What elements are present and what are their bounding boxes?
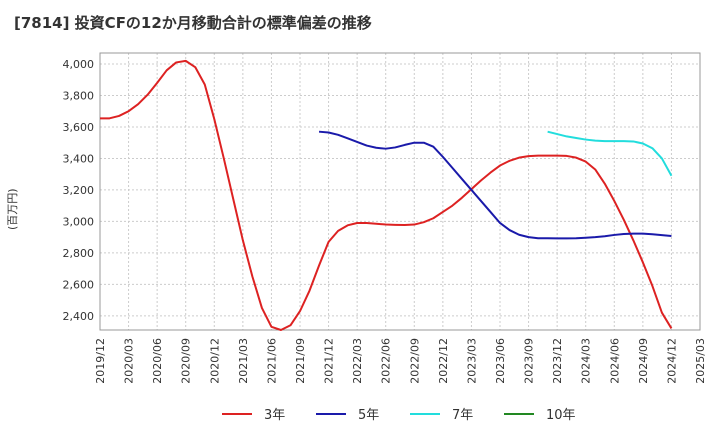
series-lines <box>100 59 673 331</box>
x-tick-label: 2022/12 <box>437 338 450 384</box>
series-line-7年 <box>547 130 673 177</box>
y-tick-label: 3,000 <box>63 215 95 228</box>
x-tick-label: 2020/06 <box>151 338 164 384</box>
legend: 3年 5年 7年 10年 <box>222 408 576 423</box>
x-tick-label: 2020/03 <box>123 338 136 384</box>
plot-border <box>99 52 701 331</box>
x-tick-label: 2023/09 <box>523 338 536 384</box>
y-tick-label: 3,600 <box>63 121 95 134</box>
x-axis: 2019/12 2020/03 2020/06 2020/09 2020/12 2021/… <box>94 338 707 384</box>
y-tick-label: 3,200 <box>63 184 95 197</box>
y-tick-label: 2,800 <box>63 247 95 260</box>
y-tick-label: 2,600 <box>63 278 95 291</box>
x-tick-label: 2025/03 <box>694 338 707 384</box>
x-tick-label: 2021/12 <box>323 338 336 384</box>
legend-label: 10年 <box>546 408 576 423</box>
chart-title: [7814] 投資CFの12か月移動合計の標準偏差の推移 <box>14 14 372 32</box>
x-tick-label: 2023/03 <box>465 338 478 384</box>
series-line-5年 <box>318 130 672 240</box>
legend-label: 7年 <box>452 408 473 423</box>
x-tick-label: 2022/06 <box>380 338 393 384</box>
series-line-3年 <box>100 59 673 331</box>
x-tick-label: 2021/03 <box>237 338 250 384</box>
x-tick-label: 2021/09 <box>294 338 307 384</box>
x-tick-label: 2024/06 <box>608 338 621 384</box>
x-tick-label: 2022/03 <box>351 338 364 384</box>
x-tick-label: 2023/06 <box>494 338 507 384</box>
x-tick-label: 2023/12 <box>551 338 564 384</box>
y-tick-label: 3,800 <box>63 89 95 102</box>
x-tick-label: 2019/12 <box>94 338 107 384</box>
x-tick-label: 2024/03 <box>580 338 593 384</box>
x-tick-label: 2024/12 <box>665 338 678 384</box>
legend-label: 5年 <box>358 408 379 423</box>
y-tick-label: 2,400 <box>63 310 95 323</box>
y-tick-label: 3,400 <box>63 152 95 165</box>
legend-label: 3年 <box>264 408 285 423</box>
y-axis: 2,400 2,600 2,800 3,000 3,200 3,400 3,600 3,800… <box>63 58 95 323</box>
plot-area <box>99 52 701 331</box>
x-tick-label: 2020/09 <box>180 338 193 384</box>
x-tick-label: 2021/06 <box>265 338 278 384</box>
x-tick-label: 2024/09 <box>637 338 650 384</box>
x-tick-label: 2020/12 <box>208 338 221 384</box>
y-tick-label: 4,000 <box>63 58 95 71</box>
x-tick-label: 2022/09 <box>408 338 421 384</box>
grid-lines <box>99 53 701 330</box>
